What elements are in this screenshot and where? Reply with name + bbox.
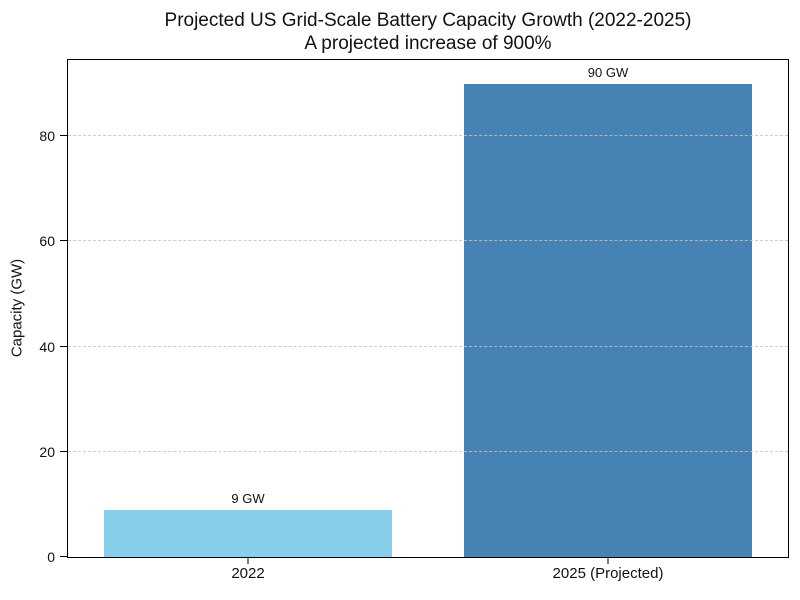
chart-title: Projected US Grid-Scale Battery Capacity…: [164, 10, 692, 31]
y-tick-mark-20: [60, 450, 67, 452]
chart-title-block: Projected US Grid-Scale Battery Capacity…: [67, 9, 789, 55]
gridline-80: [68, 135, 788, 137]
y-tick-label-40: 40: [39, 338, 55, 355]
bar-value-label-2022: 9 GW: [231, 490, 265, 506]
x-tick-mark-2022: [247, 557, 249, 564]
gridline-20: [68, 450, 788, 452]
gridline-40: [68, 345, 788, 347]
y-tick-mark-40: [60, 345, 67, 347]
x-tick-label-2025-projected: 2025 (Projected): [552, 565, 664, 582]
gridline-60: [68, 240, 788, 242]
y-tick-label-80: 80: [39, 128, 55, 145]
y-tick-mark-0: [60, 556, 67, 557]
y-tick-mark-60: [60, 240, 67, 242]
bar-2022: [104, 509, 392, 557]
y-tick-label-60: 60: [39, 233, 55, 250]
bar-2025-projected: [464, 83, 752, 557]
chart-subtitle: A projected increase of 900%: [304, 33, 552, 54]
y-tick-label-0: 0: [47, 549, 55, 565]
plot-area: 9 GW 2022 90 GW 2025 (Projected) 0 20 40 60 80: [39, 59, 789, 582]
y-tick-label-20: 20: [39, 443, 55, 460]
x-tick-mark-2025-projected: [607, 557, 609, 564]
x-tick-label-2022: 2022: [231, 565, 265, 582]
bar-value-label-2025-projected: 90 GW: [587, 64, 629, 80]
y-axis-label: Capacity (GW): [8, 258, 26, 358]
y-tick-mark-80: [60, 135, 67, 137]
